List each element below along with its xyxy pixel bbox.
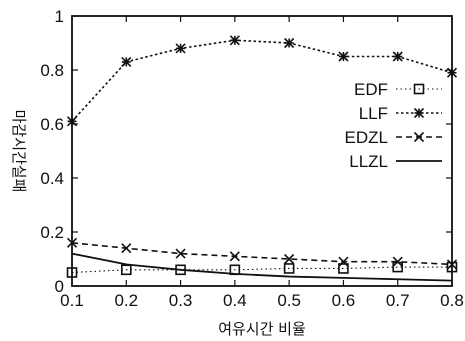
data-point-edzl-stroke: [284, 253, 295, 265]
legend-marker-llf: [413, 107, 425, 119]
data-point-edzl-stroke: [121, 243, 132, 254]
data-point-edzl: [229, 251, 240, 262]
ticks-layer: 0.1 0.2 0.3 0.4 0.5 0.6 0.7 0.8 0 0.2 0.4 0.6 0.8 1: [40, 7, 463, 310]
series-line-edf: [71, 266, 452, 274]
data-point-edf: [338, 263, 349, 274]
data-point-llf: [284, 37, 295, 49]
legend: EDF LLF EDZL LLZL: [345, 80, 442, 171]
series-line-llzl: [71, 252, 453, 282]
legend-marker-edzl: [413, 131, 425, 143]
y-tick-label: 0.8: [40, 61, 64, 80]
legend-marker-edzl-stroke: [413, 131, 425, 143]
data-point-edf: [283, 263, 295, 274]
x-tick-label: 0.4: [223, 291, 247, 310]
legend-label-edf: EDF: [354, 80, 388, 99]
series-llzl: [71, 252, 453, 282]
data-point-edzl: [284, 253, 295, 265]
y-tick-label: 1: [55, 7, 64, 26]
data-point-edzl: [175, 248, 186, 259]
data-point-llf: [175, 43, 186, 54]
data-point-edzl-stroke: [392, 256, 403, 267]
y-tick-label: 0.4: [40, 169, 64, 188]
legend-label-llf: LLF: [359, 104, 388, 123]
legend-marker-edf: [413, 83, 425, 95]
y-axis-title: 마감시간실패: [10, 110, 28, 193]
data-point-edzl: [392, 256, 403, 267]
data-point-edzl-stroke: [229, 251, 240, 262]
plot-frame: [71, 15, 453, 287]
x-tick-label: 0.1: [60, 291, 84, 310]
x-tick-label: 0.2: [114, 291, 138, 310]
legend-label-edzl: EDZL: [345, 128, 388, 147]
data-point-llf: [121, 56, 132, 67]
legend-label-llzl: LLZL: [349, 152, 388, 171]
y-tick-label: 0: [55, 277, 64, 296]
data-point-llf: [229, 35, 240, 46]
data-point-edzl-stroke: [338, 256, 349, 267]
series-line-edzl: [71, 242, 453, 266]
x-tick-label: 0.8: [440, 291, 464, 310]
x-axis-title: 여유시간 비율: [218, 320, 306, 338]
x-tick-label: 0.6: [332, 291, 356, 310]
y-tick-label: 0.2: [40, 223, 64, 242]
x-tick-label: 0.3: [169, 291, 193, 310]
data-point-llf: [392, 51, 403, 62]
series-line-llf: [71, 39, 453, 122]
x-tick-label: 0.5: [277, 291, 301, 310]
x-tick-label: 0.7: [386, 291, 410, 310]
data-point-edzl: [121, 243, 132, 254]
y-tick-label: 0.6: [40, 115, 64, 134]
data-point-edzl-stroke: [175, 248, 186, 259]
data-point-edzl: [338, 256, 349, 267]
data-point-llf: [338, 51, 349, 62]
